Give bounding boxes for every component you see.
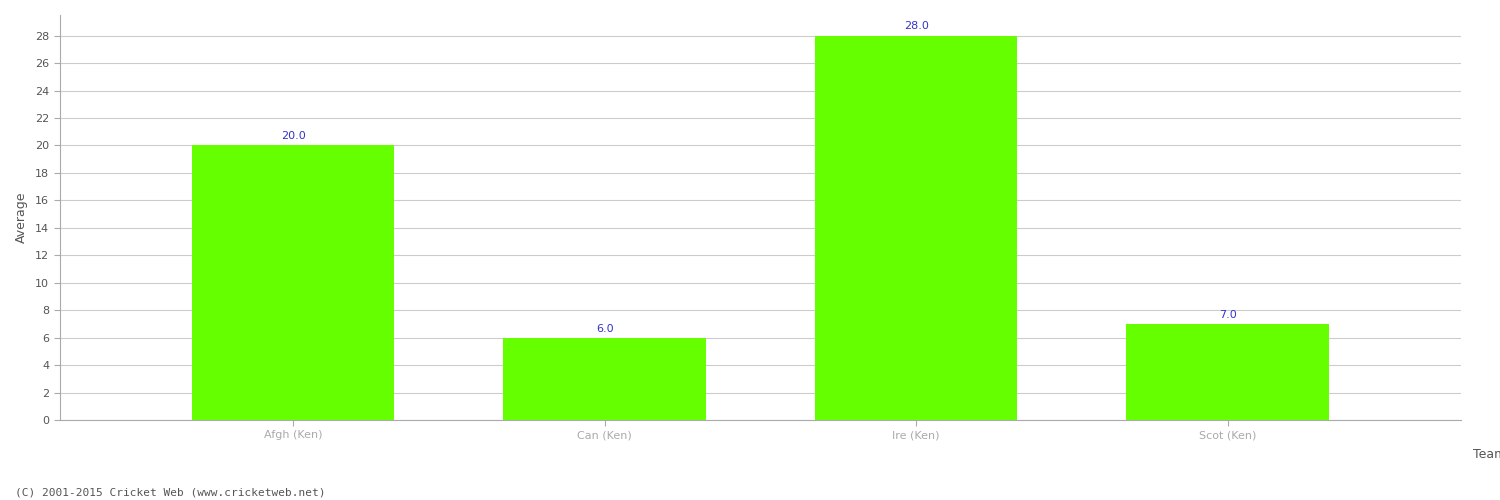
Bar [504, 338, 706, 420]
Text: 6.0: 6.0 [596, 324, 613, 334]
Text: (C) 2001-2015 Cricket Web (www.cricketweb.net): (C) 2001-2015 Cricket Web (www.cricketwe… [15, 488, 326, 498]
Bar [1126, 324, 1329, 420]
Text: 28.0: 28.0 [903, 22, 928, 32]
X-axis label: Team: Team [1473, 448, 1500, 462]
Y-axis label: Average: Average [15, 192, 28, 244]
Text: 20.0: 20.0 [280, 132, 306, 141]
Bar [192, 146, 394, 420]
Text: 7.0: 7.0 [1220, 310, 1236, 320]
Bar [815, 36, 1017, 420]
